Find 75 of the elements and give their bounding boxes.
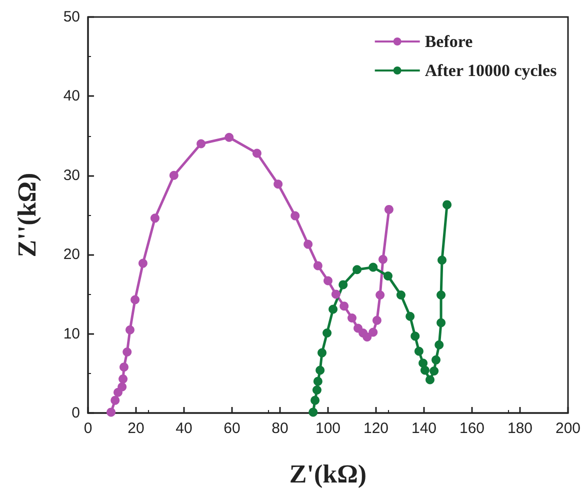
point [304, 240, 313, 249]
point [436, 318, 446, 328]
point [384, 204, 394, 214]
point [410, 332, 420, 341]
point [420, 366, 430, 375]
point [310, 396, 320, 405]
legend-label: Before [424, 32, 474, 51]
point [430, 366, 439, 376]
point [313, 376, 322, 386]
point [316, 366, 325, 375]
y-axis-title: Z''(kΩ) [12, 172, 42, 258]
x-tick-label: 40 [176, 420, 192, 437]
point [322, 328, 332, 338]
point [378, 254, 388, 264]
point [396, 290, 406, 300]
point [274, 180, 283, 189]
point [312, 386, 322, 395]
point [338, 280, 348, 290]
point [438, 256, 446, 265]
point [352, 265, 362, 274]
point [224, 132, 234, 142]
point [331, 290, 340, 299]
point [328, 304, 338, 314]
y-tick-label: 30 [63, 166, 80, 184]
point [318, 348, 326, 358]
x-tick-label: 200 [555, 420, 581, 437]
y-tick-label: 0 [72, 404, 80, 422]
point [313, 261, 322, 270]
point [120, 362, 128, 372]
point [169, 170, 178, 180]
point [372, 316, 382, 325]
point [362, 332, 372, 342]
x-tick-label: 100 [315, 420, 341, 437]
x-tick-label: 160 [459, 420, 485, 437]
y-tick-label: 50 [63, 8, 80, 26]
point [252, 148, 262, 158]
point [348, 313, 356, 322]
x-tick-label: 140 [411, 420, 437, 437]
point [436, 290, 446, 300]
x-tick-label: 120 [363, 420, 389, 437]
legend-label: After 10000 cycles [424, 61, 558, 80]
point [138, 258, 148, 268]
x-tick-label: 180 [507, 420, 533, 437]
point [150, 214, 160, 223]
point [434, 340, 444, 350]
point [368, 328, 378, 337]
x-tick-label: 60 [224, 420, 240, 437]
point [122, 348, 132, 357]
point [442, 200, 452, 210]
point [126, 325, 134, 334]
point [290, 211, 300, 220]
point [340, 302, 349, 311]
point [130, 295, 140, 304]
point [324, 276, 332, 286]
point [308, 408, 318, 417]
point [118, 382, 127, 392]
point [118, 374, 128, 384]
point [432, 355, 440, 364]
y-tick-label: 20 [63, 246, 80, 264]
y-tick-label: 10 [63, 325, 80, 342]
point [368, 262, 378, 272]
point [426, 375, 434, 384]
x-axis-title: Z'(kΩ) [289, 460, 367, 488]
point [106, 408, 116, 417]
point [406, 312, 415, 321]
x-tick-label: 80 [272, 420, 288, 437]
point [414, 346, 424, 356]
point [110, 396, 120, 405]
x-tick-label: 20 [128, 420, 144, 437]
point [376, 290, 385, 300]
point [384, 271, 392, 280]
point [196, 139, 206, 148]
point [418, 358, 428, 368]
x-tick-label: 0 [84, 420, 92, 437]
y-tick-label: 40 [63, 88, 80, 105]
